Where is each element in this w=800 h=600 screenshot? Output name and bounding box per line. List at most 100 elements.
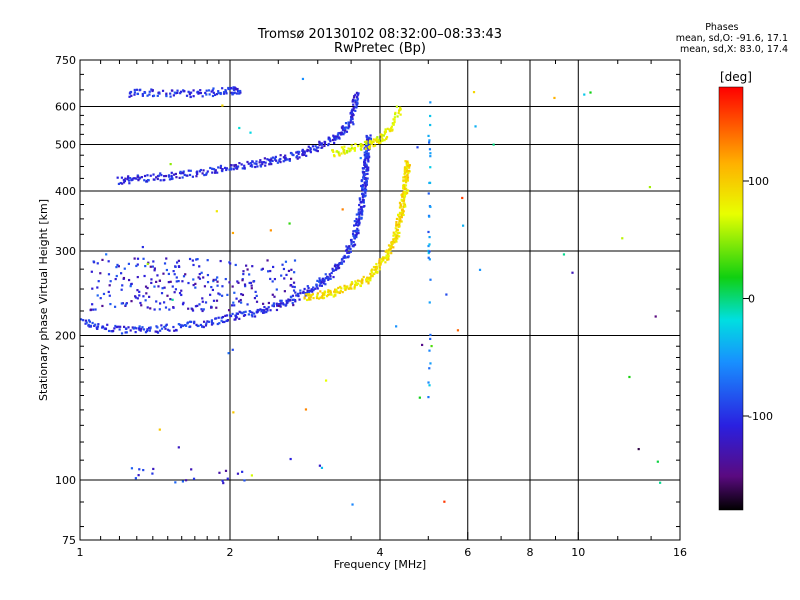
- echo-point: [421, 343, 424, 347]
- echo-point: [195, 171, 198, 174]
- echo-point: [398, 206, 402, 209]
- echo-point: [157, 285, 160, 288]
- echo-point: [179, 170, 182, 173]
- echo-point: [165, 257, 168, 260]
- echo-point: [356, 224, 360, 227]
- echo-point: [134, 296, 138, 299]
- echo-point: [101, 304, 104, 308]
- echo-point: [288, 159, 291, 162]
- echo-point: [332, 295, 335, 298]
- echo-point: [350, 117, 353, 120]
- echo-point: [241, 293, 245, 297]
- echo-point: [381, 133, 384, 137]
- echo-point: [229, 262, 232, 265]
- echo-point: [229, 314, 233, 318]
- echo-point: [389, 128, 392, 131]
- echo-point: [240, 301, 243, 304]
- echo-point: [236, 87, 239, 91]
- echo-point: [370, 142, 373, 145]
- echo-point: [364, 154, 367, 157]
- echo-point: [182, 89, 185, 92]
- echo-point: [382, 257, 385, 260]
- echo-point: [198, 91, 201, 95]
- echo-point: [123, 267, 126, 270]
- echo-point: [201, 172, 204, 175]
- echo-point: [303, 151, 306, 154]
- echo-point: [358, 203, 361, 207]
- y-tick-label: 75: [62, 534, 76, 547]
- echo-point: [136, 174, 139, 177]
- echo-point: [278, 303, 281, 306]
- echo-point: [334, 135, 337, 138]
- echo-point: [428, 139, 431, 142]
- echo-point: [189, 91, 193, 94]
- echo-point: [367, 155, 370, 158]
- echo-point: [402, 198, 406, 201]
- echo-point: [286, 301, 289, 304]
- echo-point: [388, 248, 391, 251]
- echo-point: [241, 470, 244, 473]
- chart-subtitle: RwPretec (Bp): [333, 41, 427, 56]
- echo-point: [428, 243, 431, 246]
- echo-point: [91, 303, 94, 306]
- echo-point: [120, 288, 123, 291]
- axis-ticks: 1 2 4 6 8 10 16 75 100 200 300 400 500 600 750: [55, 54, 687, 559]
- echo-point: [319, 282, 322, 285]
- echo-point: [241, 279, 244, 282]
- echo-point: [167, 272, 170, 276]
- echo-point: [82, 319, 85, 322]
- echo-point: [366, 177, 369, 180]
- echo-point: [267, 158, 270, 161]
- echo-point: [99, 297, 102, 300]
- echo-point: [166, 328, 170, 331]
- echo-point: [175, 276, 178, 279]
- echo-point: [134, 177, 137, 180]
- echo-point: [266, 308, 269, 311]
- echo-point: [289, 299, 292, 302]
- echo-point: [188, 325, 191, 329]
- echo-point: [378, 265, 381, 268]
- echo-point: [346, 247, 349, 250]
- echo-point: [228, 261, 231, 264]
- echo-point: [366, 144, 369, 147]
- echo-point: [386, 258, 389, 261]
- echo-point: [181, 280, 184, 283]
- echo-point: [398, 215, 402, 218]
- echo-point: [177, 446, 180, 449]
- echo-point: [253, 312, 256, 315]
- echo-point: [173, 273, 176, 276]
- echo-point: [363, 140, 367, 144]
- echo-point: [307, 145, 310, 148]
- echo-point: [181, 176, 184, 179]
- echo-point: [245, 264, 248, 267]
- echo-point: [121, 182, 124, 185]
- echo-point: [310, 288, 313, 291]
- echo-point: [255, 162, 258, 166]
- echo-point: [430, 344, 433, 348]
- echo-point: [331, 269, 335, 272]
- echo-point: [400, 220, 403, 223]
- echo-point: [246, 303, 249, 306]
- echo-point: [271, 280, 274, 283]
- echo-point: [149, 326, 152, 329]
- echo-point: [383, 132, 387, 135]
- echo-point: [341, 208, 344, 211]
- echo-point: [342, 147, 345, 150]
- echo-point: [232, 86, 235, 89]
- echo-point: [355, 106, 358, 109]
- echo-point: [340, 152, 343, 155]
- echo-point: [390, 125, 393, 128]
- echo-point: [151, 472, 154, 475]
- echo-point: [315, 149, 318, 152]
- echo-point: [344, 286, 347, 289]
- x-tick-label: 10: [571, 546, 585, 559]
- echo-point: [349, 247, 352, 251]
- echo-point: [347, 255, 350, 258]
- echo-point: [339, 289, 342, 293]
- echo-point: [327, 278, 330, 281]
- echo-point: [261, 308, 264, 312]
- echo-point: [461, 196, 464, 200]
- echo-point: [327, 142, 330, 146]
- echo-point: [250, 474, 254, 477]
- echo-point: [478, 268, 482, 271]
